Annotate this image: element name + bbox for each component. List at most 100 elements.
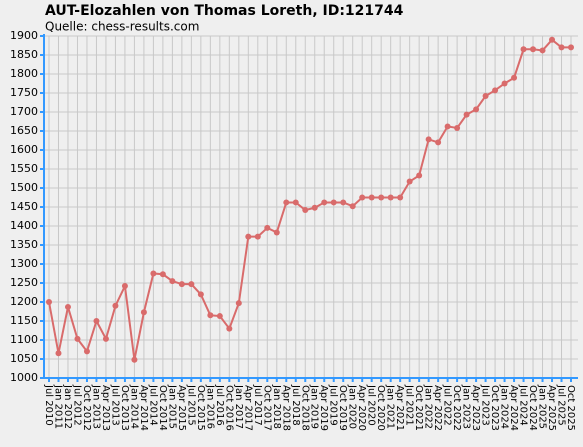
- x-tick-label: Jan 2017: [233, 384, 244, 429]
- x-tick-label: Jul 2025: [556, 384, 567, 426]
- y-tick-label: 1700: [10, 105, 38, 118]
- x-tick-label: Oct 2025: [565, 385, 576, 431]
- y-tick-label: 1800: [10, 67, 38, 80]
- point: [397, 194, 404, 201]
- point: [539, 47, 546, 54]
- x-tick-label: Oct 2022: [451, 385, 462, 431]
- x-tick-label: Oct 2023: [489, 385, 500, 431]
- x-tick-label: Jan 2021: [385, 384, 396, 429]
- point: [501, 80, 508, 87]
- point: [207, 312, 214, 319]
- point: [482, 93, 489, 100]
- y-tick-label: 1400: [10, 219, 38, 232]
- x-tick-label: Apr 2020: [356, 385, 367, 431]
- point: [311, 204, 318, 211]
- point: [188, 281, 195, 288]
- x-tick-label: Jan 2019: [309, 384, 320, 429]
- x-tick-label: Jan 2013: [90, 384, 101, 429]
- point: [112, 302, 119, 309]
- x-tick-label: Jan 2022: [423, 384, 434, 429]
- y-tick-label: 1600: [10, 143, 38, 156]
- point: [416, 172, 423, 179]
- point: [330, 199, 337, 206]
- point: [140, 309, 147, 316]
- y-tick-label: 1850: [10, 48, 38, 61]
- point: [46, 299, 52, 305]
- point: [102, 335, 109, 342]
- y-tick-label: 1150: [10, 314, 38, 327]
- point: [283, 199, 290, 206]
- point: [463, 111, 470, 118]
- point: [302, 207, 309, 214]
- x-tick-label: Jan 2011: [52, 384, 63, 429]
- point: [530, 46, 537, 53]
- x-tick-label: Jul 2013: [109, 384, 120, 426]
- point: [93, 318, 100, 324]
- point: [83, 348, 90, 355]
- y-tick-label: 1500: [10, 181, 38, 194]
- x-tick-label: Oct 2014: [157, 385, 168, 431]
- point: [321, 199, 328, 206]
- point: [359, 194, 366, 201]
- point: [169, 278, 176, 285]
- point: [435, 139, 442, 146]
- x-tick-label: Jul 2018: [290, 384, 301, 426]
- x-tick-label: Apr 2013: [100, 385, 111, 431]
- x-tick-label: Apr 2023: [470, 385, 481, 431]
- point: [406, 178, 413, 185]
- x-tick-label: Jul 2021: [404, 384, 415, 426]
- y-tick-label: 1900: [10, 29, 38, 42]
- x-tick-label: Jul 2017: [252, 384, 263, 426]
- chart-title: AUT-Elozahlen von Thomas Loreth, ID:1217…: [45, 3, 404, 19]
- point: [254, 233, 261, 240]
- y-tick-label: 1050: [10, 352, 38, 365]
- point: [349, 203, 356, 210]
- point: [273, 229, 280, 236]
- point: [55, 350, 62, 357]
- y-tick-label: 1000: [10, 371, 38, 384]
- x-tick-label: Apr 2018: [280, 385, 291, 431]
- point: [473, 106, 480, 113]
- x-tick-label: Jul 2012: [71, 384, 82, 426]
- x-tick-label: Apr 2015: [176, 385, 187, 431]
- x-tick-label: Apr 2024: [508, 385, 519, 431]
- point: [159, 271, 166, 278]
- y-tick-label: 1350: [10, 238, 38, 251]
- x-tick-label: Jan 2014: [128, 384, 139, 429]
- point: [226, 325, 233, 332]
- y-tick-label: 1200: [10, 295, 38, 308]
- x-tick-label: Apr 2025: [546, 385, 557, 431]
- point: [378, 194, 385, 201]
- point: [368, 194, 375, 201]
- x-tick-label: Oct 2013: [119, 385, 130, 431]
- y-tick-label: 1450: [10, 200, 38, 213]
- point: [444, 123, 451, 130]
- y-tick-label: 1550: [10, 162, 38, 175]
- x-tick-label: Apr 2022: [432, 385, 443, 431]
- x-tick-label: Jan 2015: [166, 384, 177, 429]
- point: [64, 303, 71, 310]
- x-tick-label: Jul 2016: [214, 384, 225, 426]
- x-tick-label: Jan 2012: [62, 384, 73, 429]
- x-tick-label: Jul 2019: [328, 384, 339, 426]
- x-tick-label: Jan 2018: [271, 384, 282, 429]
- point: [387, 194, 394, 201]
- x-tick-label: Jul 2015: [185, 384, 196, 426]
- x-tick-label: Jan 2024: [499, 384, 510, 429]
- x-tick-label: Oct 2019: [337, 385, 348, 431]
- x-tick-label: Jul 2010: [43, 384, 54, 426]
- point: [178, 281, 185, 288]
- point: [492, 87, 499, 94]
- x-tick-label: Jan 2025: [537, 384, 548, 429]
- y-tick-label: 1100: [10, 333, 38, 346]
- point: [425, 136, 432, 143]
- x-tick-label: Oct 2017: [261, 385, 272, 431]
- point: [121, 283, 128, 290]
- x-tick-label: Jul 2014: [147, 384, 158, 426]
- point: [197, 291, 204, 298]
- x-tick-label: Apr 2021: [394, 385, 405, 431]
- y-tick-label: 1250: [10, 276, 38, 289]
- x-tick-label: Jan 2016: [204, 384, 215, 429]
- x-tick-label: Jul 2022: [442, 384, 453, 426]
